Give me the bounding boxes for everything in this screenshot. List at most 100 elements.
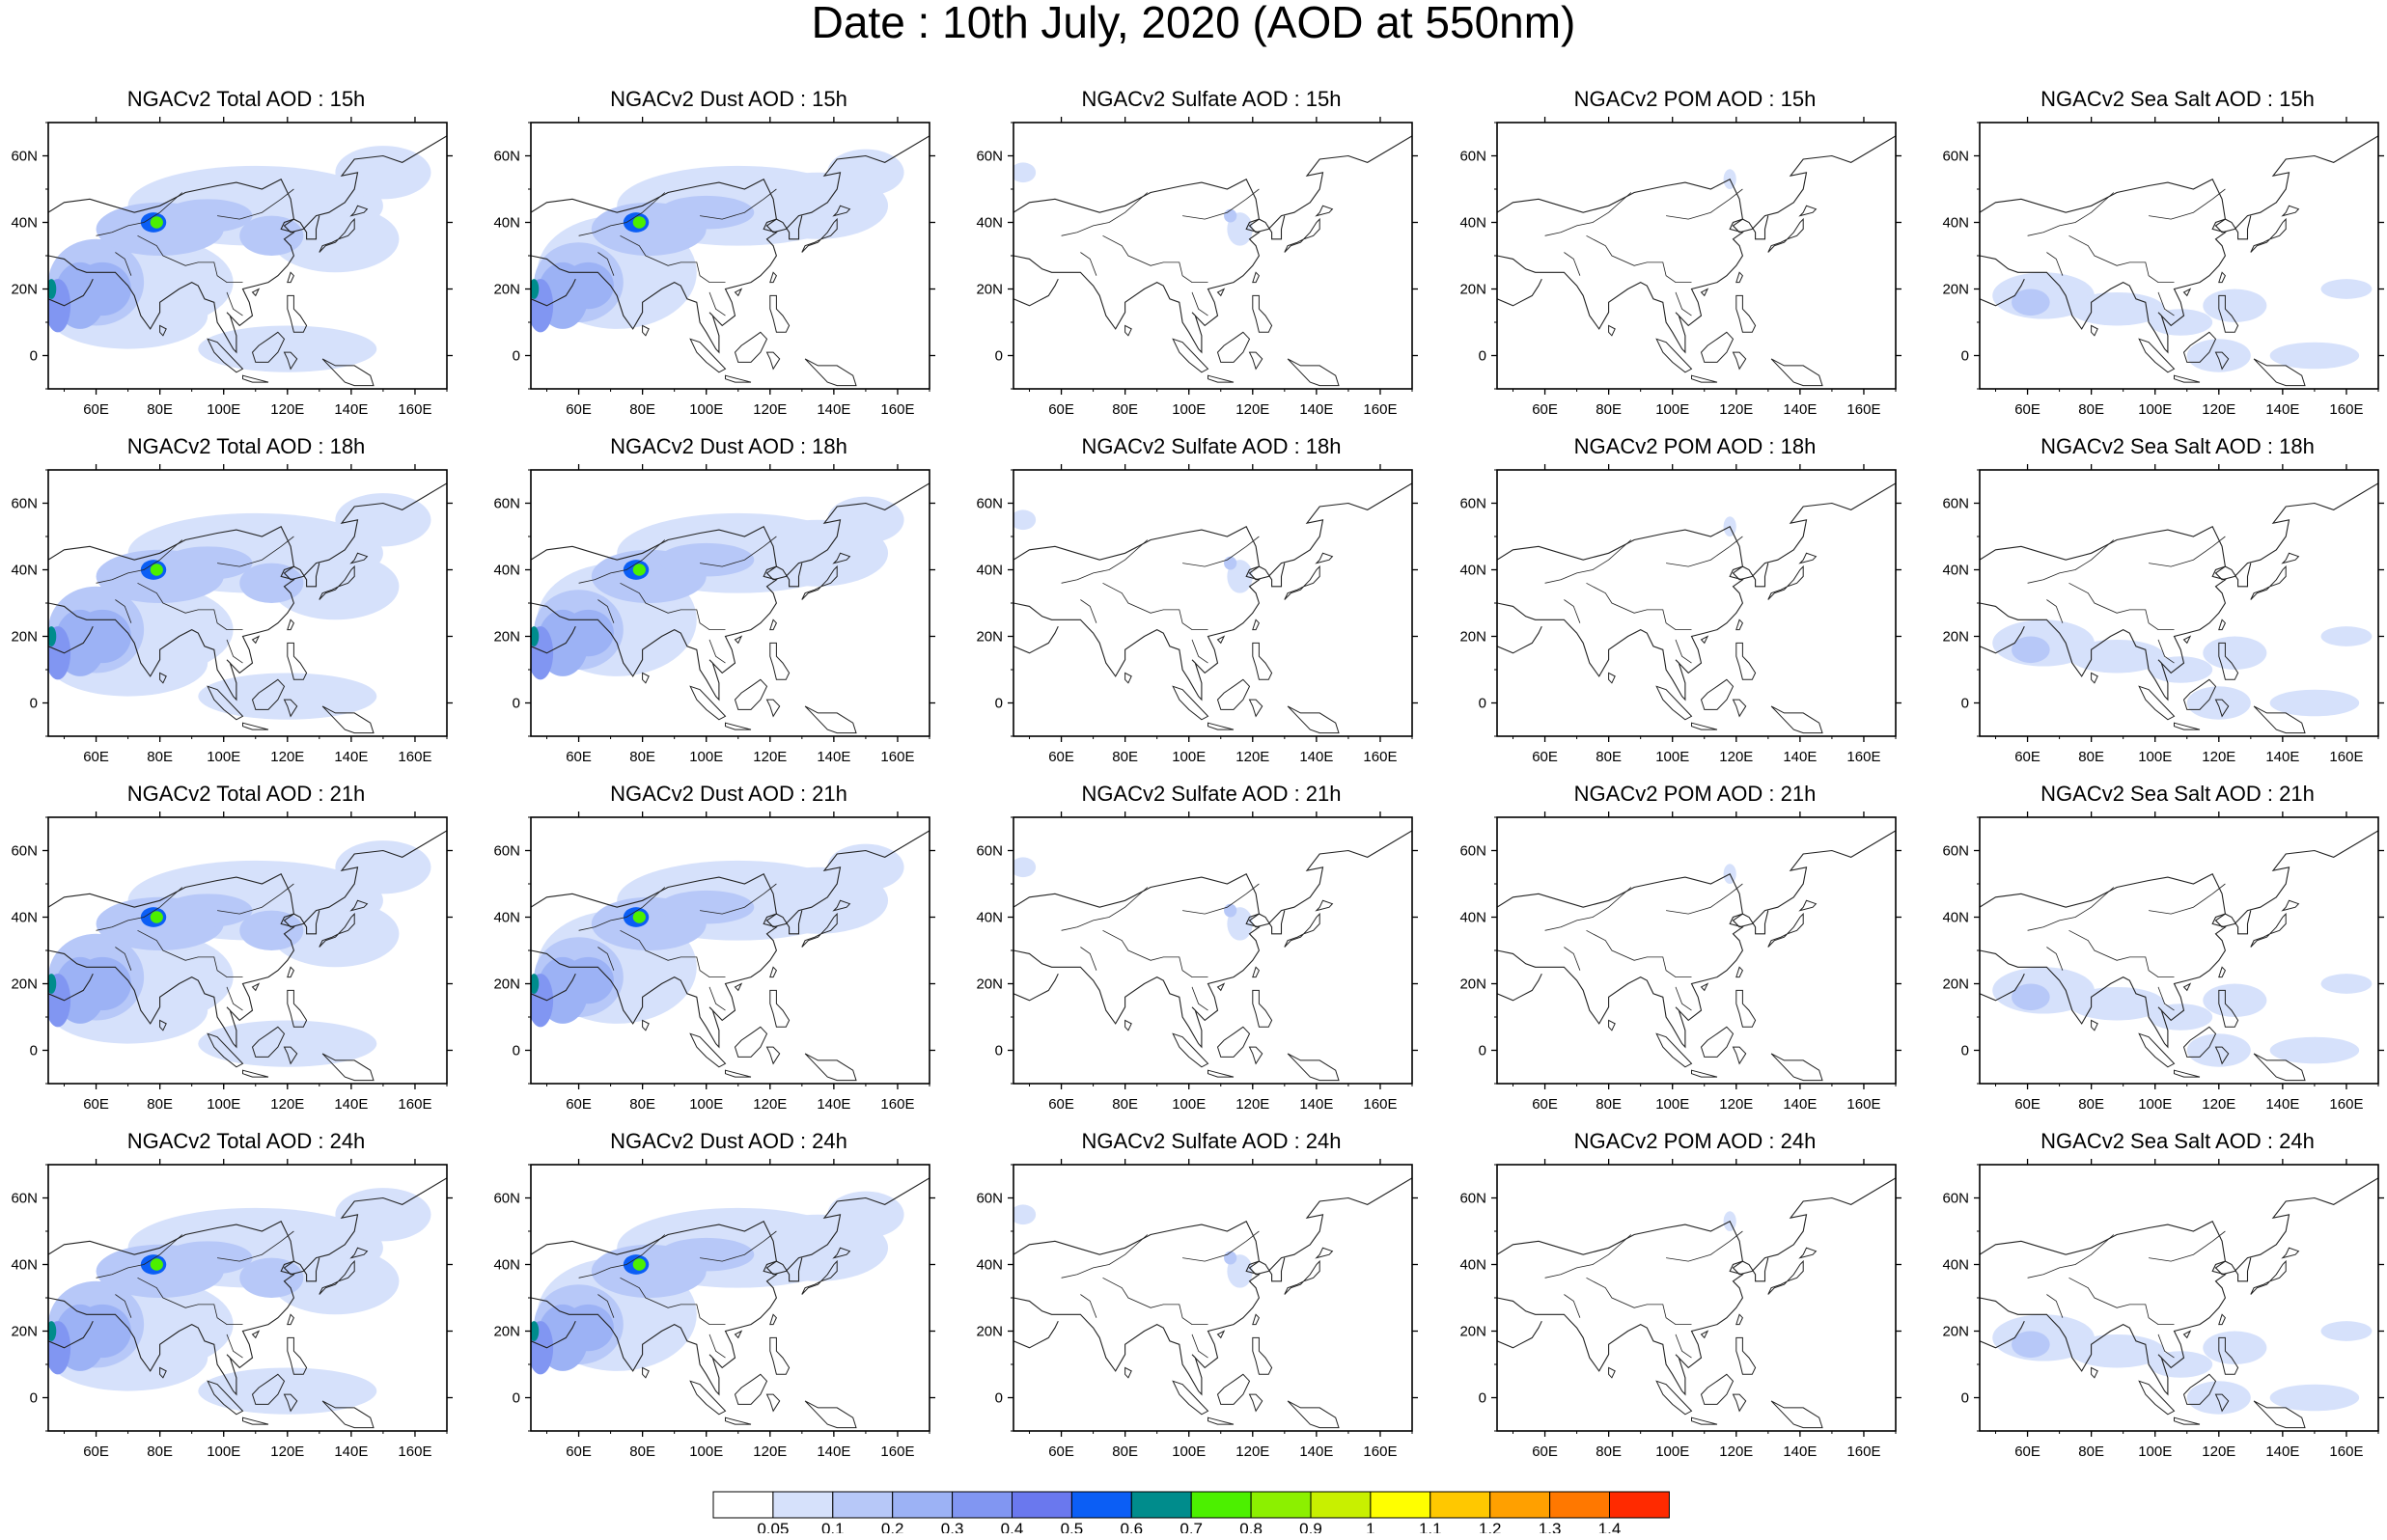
longitude-tick-label: 120E — [2202, 1096, 2235, 1113]
coastline — [1216, 635, 1226, 645]
panel-title: NGACv2 Sulfate AOD : 18h — [1081, 434, 1342, 458]
coastline — [832, 552, 851, 564]
coastline — [2149, 188, 2226, 220]
coastline — [115, 947, 132, 971]
aod-region — [271, 1248, 400, 1315]
coastline — [1102, 1277, 1208, 1326]
coastline — [1735, 294, 1757, 333]
latitude-tick-label: 20N — [1942, 976, 1969, 993]
longitude-tick-label: 140E — [817, 1096, 850, 1113]
aod-region — [632, 216, 646, 229]
colorbar-swatch — [1130, 1491, 1192, 1519]
map-panel: NGACv2 Sea Salt AOD : 21h 60N 40N 20N 0 60E 80… — [1931, 782, 2387, 1125]
latitude-tick-label: 0 — [513, 348, 520, 365]
latitude-tick-label: 40N — [493, 215, 520, 232]
coastline — [1767, 912, 1804, 948]
coastline — [319, 564, 355, 600]
aod-map: 60N 40N 20N 0 60E 80E 100E 120E 140E 160E — [1459, 811, 1901, 1113]
coastline — [1013, 563, 1286, 701]
coastline — [1207, 374, 1235, 383]
longitude-tick-label: 120E — [270, 1096, 304, 1113]
coastline — [2281, 552, 2300, 564]
coastline — [531, 1320, 576, 1349]
latitude-tick-label: 20N — [976, 1324, 1003, 1340]
latitude-tick-label: 40N — [976, 563, 1003, 579]
longitude-tick-label: 140E — [1783, 401, 1817, 418]
latitude-tick-label: 60N — [976, 843, 1003, 860]
longitude-tick-label: 60E — [83, 1444, 109, 1460]
coastline — [1061, 1234, 1149, 1279]
coastline — [1691, 1069, 1718, 1078]
coastline — [48, 625, 94, 654]
aod-map: 60N 40N 20N 0 60E 80E 100E 120E 140E 160E — [1459, 464, 1901, 765]
coastline — [765, 1393, 781, 1413]
coastline — [801, 217, 838, 253]
coastline — [1608, 672, 1616, 684]
coastline — [597, 252, 615, 276]
aod-region — [632, 1258, 646, 1271]
coastline — [287, 1336, 308, 1375]
coastline — [217, 188, 294, 220]
map-panel: NGACv2 POM AOD : 18h 60N 40N 20N 0 60E 80E 100E… — [1449, 434, 1931, 778]
longitude-tick-label: 100E — [1655, 401, 1689, 418]
coastline — [1172, 1032, 1209, 1068]
coastline — [1980, 563, 2252, 701]
map-panel: NGACv2 Sea Salt AOD : 18h 60N 40N 20N 0 60E 80… — [1931, 434, 2387, 778]
panel-title: NGACv2 Total AOD : 21h — [126, 782, 366, 806]
aod-region — [2269, 342, 2360, 370]
map-panel: NGACv2 Total AOD : 18h 60N 40N 20N 0 60E 80E 10… — [0, 434, 483, 778]
coastline — [137, 929, 243, 978]
colorbar-label: 1.1 — [1419, 1520, 1442, 1533]
longitude-tick-label: 80E — [2078, 1096, 2104, 1113]
aod-map: 60N 40N 20N 0 60E 80E 100E 120E 140E 160E — [11, 464, 453, 765]
coastline — [1691, 722, 1718, 730]
latitude-tick-label: 60N — [976, 1191, 1003, 1207]
latitude-tick-label: 0 — [1961, 1390, 1969, 1407]
coastline — [725, 374, 752, 383]
aod-region — [827, 1191, 904, 1238]
panel-title: NGACv2 Sulfate AOD : 15h — [1081, 87, 1342, 111]
latitude-tick-label: 40N — [1459, 563, 1486, 579]
coastline — [1655, 685, 1693, 721]
latitude-tick-label: 20N — [493, 282, 520, 298]
coastline — [700, 883, 777, 915]
coastline — [708, 986, 726, 1011]
coastline — [2046, 252, 2064, 276]
aod-region — [198, 1020, 377, 1067]
longitude-tick-label: 100E — [689, 1444, 723, 1460]
latitude-tick-label: 20N — [1942, 1324, 1969, 1340]
longitude-tick-label: 60E — [1048, 401, 1074, 418]
latitude-tick-label: 40N — [976, 215, 1003, 232]
latitude-tick-label: 60N — [1459, 496, 1486, 512]
coastline — [287, 1313, 295, 1326]
latitude-tick-label: 0 — [995, 348, 1003, 365]
aod-region — [531, 974, 540, 994]
latitude-tick-label: 60N — [1942, 1191, 1969, 1207]
coastline — [1666, 536, 1743, 567]
latitude-tick-label: 0 — [1479, 696, 1486, 712]
colorbar-swatch — [1429, 1491, 1491, 1519]
colorbar-label: 0.1 — [821, 1520, 845, 1533]
longitude-tick-label: 140E — [2265, 1444, 2299, 1460]
coastline — [1497, 830, 1896, 928]
coastline — [48, 830, 447, 928]
panel-title: NGACv2 Total AOD : 18h — [126, 434, 366, 458]
coastline — [2157, 291, 2175, 316]
latitude-tick-label: 60N — [11, 149, 38, 165]
latitude-tick-label: 20N — [976, 282, 1003, 298]
coastline — [2218, 642, 2239, 680]
coastline — [48, 482, 447, 581]
coastline — [769, 1313, 778, 1326]
coastline — [700, 536, 777, 567]
aod-map: 60N 40N 20N 0 60E 80E 100E 120E 140E 160E — [976, 811, 1418, 1113]
coastline — [734, 1373, 768, 1405]
coastline — [1735, 989, 1757, 1028]
latitude-tick-label: 0 — [1479, 1043, 1486, 1059]
aod-region — [2149, 309, 2213, 336]
coastline — [217, 1230, 294, 1262]
latitude-tick-label: 60N — [976, 496, 1003, 512]
longitude-tick-label: 80E — [147, 1444, 173, 1460]
longitude-tick-label: 80E — [629, 1096, 655, 1113]
coastline — [708, 639, 726, 664]
coastline — [96, 192, 183, 236]
